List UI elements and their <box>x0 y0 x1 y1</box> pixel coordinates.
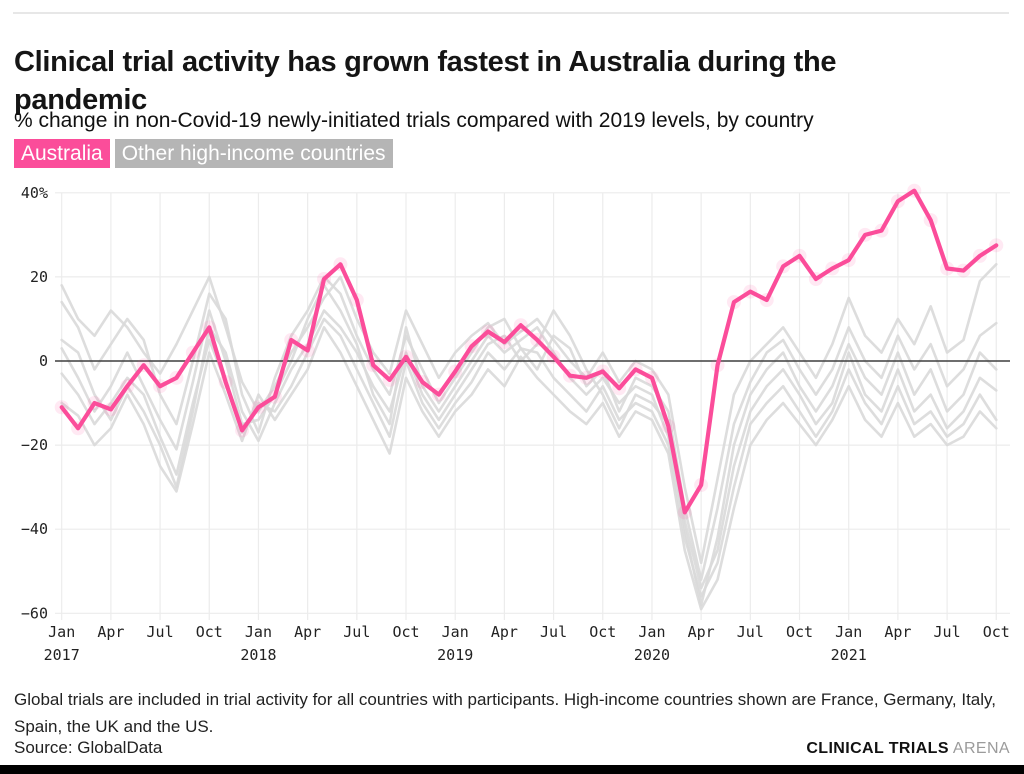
svg-text:0: 0 <box>39 352 48 370</box>
legend-chip-australia: Australia <box>14 139 110 168</box>
svg-text:2019: 2019 <box>437 646 473 664</box>
svg-text:20: 20 <box>30 268 48 286</box>
svg-text:2020: 2020 <box>634 646 670 664</box>
svg-text:Oct: Oct <box>786 623 813 641</box>
svg-text:2018: 2018 <box>240 646 276 664</box>
source-label: Source: GlobalData <box>14 738 163 757</box>
svg-text:Jan: Jan <box>48 623 75 641</box>
svg-text:2017: 2017 <box>44 646 80 664</box>
brand-logo: CLINICAL TRIALS ARENA <box>806 740 1010 758</box>
top-divider <box>13 12 1009 14</box>
svg-text:Jan: Jan <box>442 623 469 641</box>
svg-text:Jul: Jul <box>343 623 370 641</box>
svg-text:Jan: Jan <box>835 623 862 641</box>
chart-footnote: Global trials are included in trial acti… <box>14 690 996 736</box>
svg-text:−40: −40 <box>21 520 48 538</box>
svg-text:Oct: Oct <box>983 623 1010 641</box>
svg-text:Apr: Apr <box>97 623 124 641</box>
svg-text:Jul: Jul <box>147 623 174 641</box>
svg-text:Apr: Apr <box>491 623 518 641</box>
svg-text:2021: 2021 <box>831 646 867 664</box>
svg-text:−20: −20 <box>21 436 48 454</box>
svg-text:Jul: Jul <box>934 623 961 641</box>
svg-text:Apr: Apr <box>884 623 911 641</box>
svg-text:Oct: Oct <box>196 623 223 641</box>
svg-text:Oct: Oct <box>392 623 419 641</box>
svg-text:Oct: Oct <box>589 623 616 641</box>
svg-text:40%: 40% <box>21 184 48 202</box>
svg-text:Jan: Jan <box>638 623 665 641</box>
svg-text:Apr: Apr <box>294 623 321 641</box>
svg-text:Jan: Jan <box>245 623 272 641</box>
chart-subtitle: % change in non-Covid-19 newly-initiated… <box>14 109 814 132</box>
page-title: Clinical trial activity has grown fastes… <box>14 46 837 117</box>
bottom-bar <box>0 765 1024 774</box>
source-row: Source: GlobalData CLINICAL TRIALS ARENA <box>14 738 1010 758</box>
legend-chip-other-countries: Other high-income countries <box>114 139 393 168</box>
brand-logo-light: ARENA <box>952 740 1010 757</box>
brand-logo-bold: CLINICAL TRIALS <box>806 740 949 757</box>
svg-text:−60: −60 <box>21 604 48 622</box>
svg-text:Jul: Jul <box>737 623 764 641</box>
legend: Australia Other high-income countries <box>14 139 393 168</box>
svg-text:Apr: Apr <box>688 623 715 641</box>
svg-text:Jul: Jul <box>540 623 567 641</box>
